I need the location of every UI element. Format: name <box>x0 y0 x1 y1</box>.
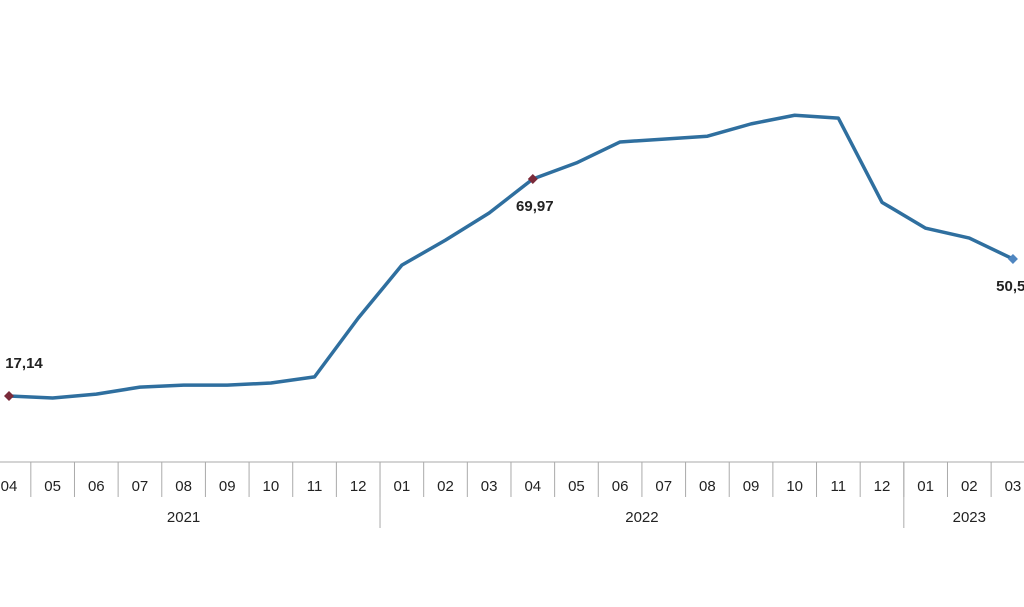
x-tick-label: 08 <box>175 478 192 495</box>
x-tick-label: 09 <box>219 478 236 495</box>
x-tick-label: 10 <box>263 478 280 495</box>
x-tick-label: 12 <box>874 478 891 495</box>
x-tick-label: 05 <box>568 478 585 495</box>
data-line <box>8 113 1014 400</box>
point-marker <box>1007 253 1018 264</box>
x-tick-label: 07 <box>132 478 149 495</box>
x-tick-label: 08 <box>699 478 716 495</box>
x-tick-label: 02 <box>961 478 978 495</box>
x-tick-label: 04 <box>1 478 18 495</box>
x-tick-label: 03 <box>481 478 498 495</box>
point-marker <box>527 174 538 185</box>
year-label: 2021 <box>167 509 200 526</box>
x-tick-label: 11 <box>307 478 323 495</box>
x-tick-label: 11 <box>831 478 847 495</box>
x-tick-label: 10 <box>786 478 803 495</box>
x-tick-label: 01 <box>917 478 934 495</box>
x-tick-label: 05 <box>44 478 61 495</box>
x-tick-label: 02 <box>437 478 454 495</box>
x-tick-label: 09 <box>743 478 760 495</box>
year-label: 2023 <box>953 509 986 526</box>
x-tick-label: 04 <box>524 478 541 495</box>
year-label: 2022 <box>625 509 658 526</box>
x-tick-label: 01 <box>394 478 411 495</box>
x-tick-label: 03 <box>1005 478 1022 495</box>
data-label: 50,51 <box>996 278 1024 295</box>
data-label: 17,14 <box>5 355 43 372</box>
x-tick-label: 07 <box>655 478 672 495</box>
x-tick-label: 12 <box>350 478 367 495</box>
x-tick-label: 06 <box>612 478 629 495</box>
point-marker <box>4 391 14 402</box>
data-label: 69,97 <box>516 198 554 215</box>
x-tick-label: 06 <box>88 478 105 495</box>
